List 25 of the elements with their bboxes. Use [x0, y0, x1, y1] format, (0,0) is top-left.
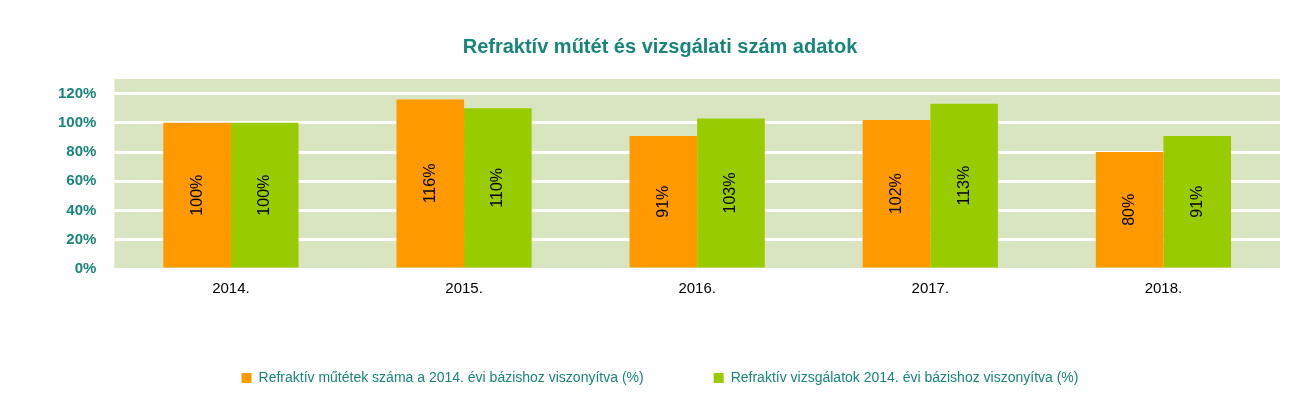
chart-title: Refraktív műtét és vizsgálati szám adatok — [462, 34, 859, 57]
text: 116% — [420, 163, 438, 204]
y-tick-label: 120% — [57, 83, 97, 101]
legend-label: Refraktív vizsgálatok 2014. évi bázishoz viszonyítva (%) — [730, 368, 1079, 385]
text: 110% — [488, 168, 506, 208]
x-tick-label: 2017. — [911, 279, 950, 297]
x-tick-label: 2014. — [212, 279, 250, 297]
text: 91% — [1187, 185, 1205, 218]
text: 102% — [886, 173, 904, 215]
y-tick-label: 40% — [66, 200, 97, 218]
y-tick-label: 80% — [66, 142, 97, 160]
text: 100% — [187, 174, 205, 216]
y-tick-label: 20% — [66, 229, 97, 247]
x-tick-label: 2018. — [1144, 279, 1183, 297]
x-tick-label: 2016. — [678, 279, 716, 297]
text: 113% — [954, 165, 972, 206]
text: 103% — [721, 172, 739, 214]
y-tick-label: 100% — [57, 112, 97, 130]
text: 100% — [255, 174, 273, 216]
y-tick-label: 0% — [74, 259, 97, 277]
text: 80% — [1120, 193, 1138, 226]
text: 91% — [653, 185, 671, 218]
y-tick-label: 60% — [66, 171, 97, 189]
x-tick-label: 2015. — [445, 279, 483, 297]
legend-label: Refraktív műtétek száma a 2014. évi bázishoz viszonyítva (%) — [258, 368, 644, 385]
